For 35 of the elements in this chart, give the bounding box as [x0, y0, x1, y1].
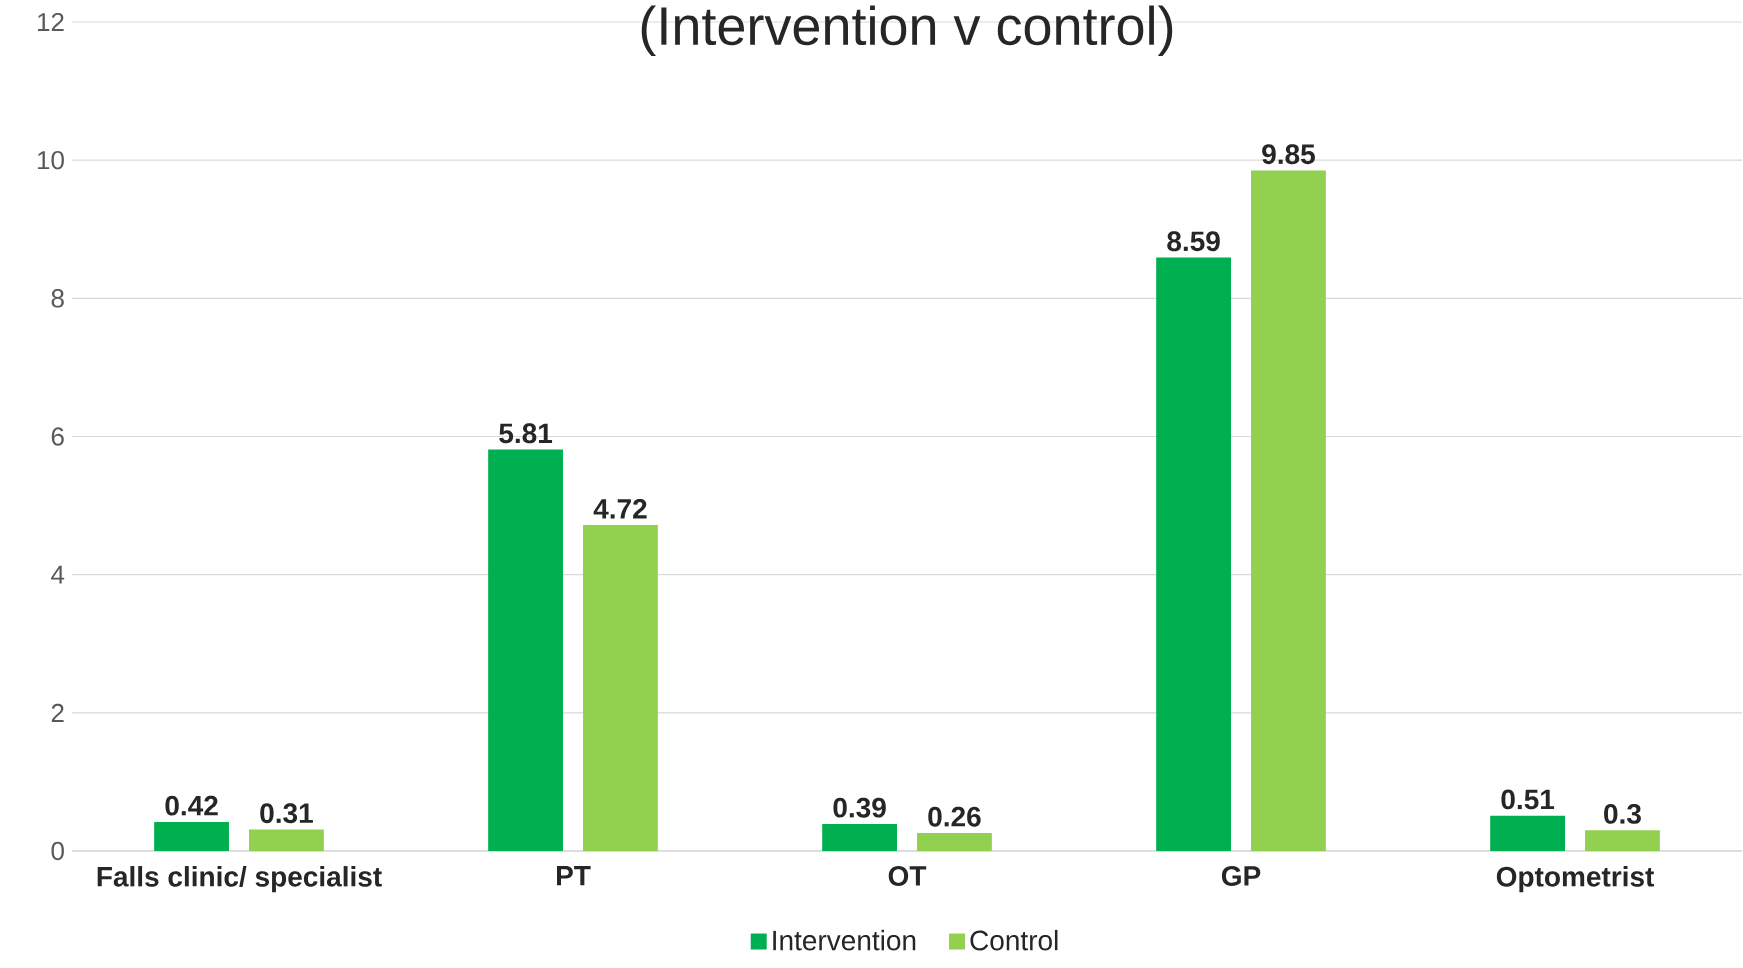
y-tick-label: 4	[51, 565, 65, 584]
legend-label: Intervention	[773, 929, 916, 951]
bar	[249, 829, 324, 851]
data-label: 0.39	[833, 797, 886, 818]
x-tick-label: OT	[888, 866, 927, 886]
y-tick-label: 8	[51, 289, 64, 308]
data-label: 4.72	[593, 498, 647, 519]
y-tick-label: 12	[37, 12, 64, 32]
bar	[583, 524, 658, 851]
legend-label: Control	[970, 929, 1058, 951]
bar	[917, 833, 992, 851]
y-tick-label: 6	[51, 427, 64, 446]
bar	[154, 821, 229, 851]
bar	[822, 824, 897, 851]
data-label: 0.42	[165, 795, 218, 816]
y-tick-label: 2	[51, 703, 64, 722]
data-label: 8.59	[1167, 231, 1220, 252]
data-label: 0.26	[928, 806, 981, 827]
bar	[1585, 830, 1660, 851]
y-tick-label: 0	[51, 841, 64, 861]
bar	[1156, 257, 1231, 851]
x-tick-label: Optometrist	[1496, 866, 1655, 893]
data-label: 0.51	[1501, 789, 1555, 810]
x-tick-label: GP	[1221, 866, 1261, 886]
data-label: 5.81	[499, 423, 553, 444]
y-tick-label: 10	[37, 150, 64, 170]
x-tick-label: Falls clinic/ specialist	[97, 866, 382, 893]
chart-title: (Intervention v control)	[641, 5, 1173, 56]
data-label: 9.85	[1262, 144, 1315, 165]
data-label: 0.3	[1604, 803, 1641, 824]
bar	[1251, 170, 1326, 851]
bar	[488, 449, 563, 851]
bar	[1490, 815, 1565, 851]
data-label: 0.31	[260, 803, 313, 824]
x-tick-label: PT	[557, 866, 591, 886]
